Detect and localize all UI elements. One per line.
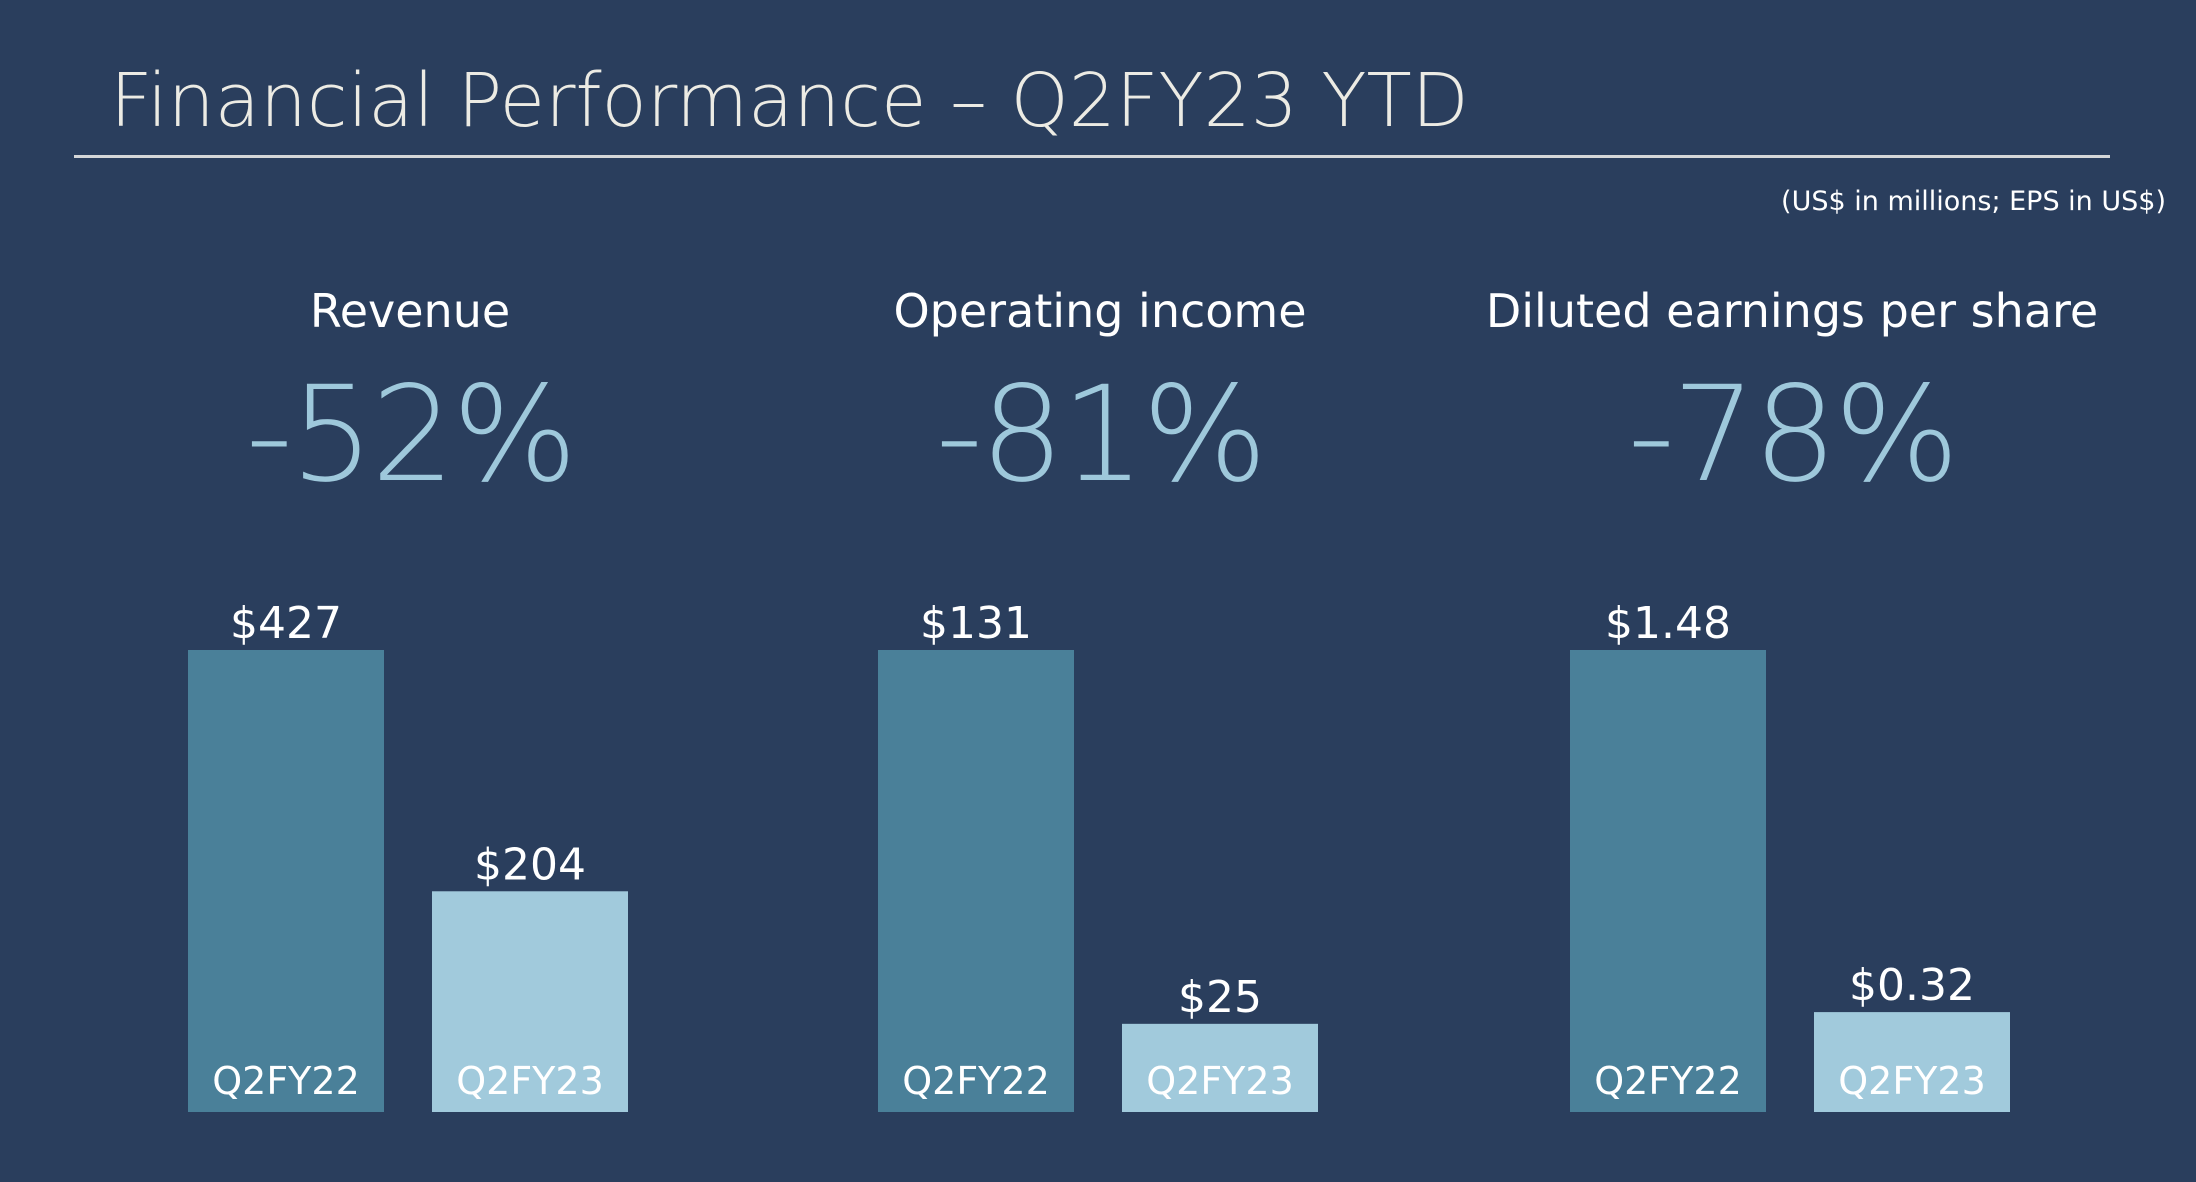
revenue-value-label-q2fy22: $427 [230,598,342,649]
panel-operating-income: $131 Q2FY22 $25 Q2FY23 Operating income -81… [750,270,1450,1170]
panel-change-diluted-eps: -78% [1627,358,1959,512]
panel-change-operating-income: -81% [935,358,1267,512]
operating-income-category-label-q2fy23: Q2FY23 [1146,1059,1294,1103]
revenue-category-label-q2fy22: Q2FY22 [212,1059,360,1103]
panel-change-revenue: -52% [245,358,577,512]
diluted-eps-category-label-q2fy22: Q2FY22 [1594,1059,1742,1103]
diluted-eps-chart: $1.48 Q2FY22 $0.32 Q2FY23 [1570,598,2010,1112]
panel-diluted-eps: $1.48 Q2FY22 $0.32 Q2FY23 Diluted earnings … [1442,270,2142,1170]
panel-label-revenue: Revenue [309,284,511,338]
diluted-eps-bar-q2fy23 [1814,1012,2010,1112]
title-divider [74,155,2110,158]
operating-income-category-label-q2fy22: Q2FY22 [902,1059,1050,1103]
revenue-bar-q2fy23 [432,891,628,1112]
operating-income-chart: $131 Q2FY22 $25 Q2FY23 [878,598,1318,1112]
revenue-value-label-q2fy23: $204 [474,839,586,890]
operating-income-value-label-q2fy22: $131 [920,598,1032,649]
revenue-category-label-q2fy23: Q2FY23 [456,1059,604,1103]
panel-label-operating-income: Operating income [893,284,1307,338]
revenue-bar-q2fy22 [188,650,384,1112]
units-note: (US$ in millions; EPS in US$) [1781,186,2166,217]
diluted-eps-value-label-q2fy23: $0.32 [1849,960,1975,1011]
panel-revenue: $427 Q2FY22 $204 Q2FY23 Revenue -52% [60,270,760,1170]
diluted-eps-category-label-q2fy23: Q2FY23 [1838,1059,1986,1103]
diluted-eps-bar-q2fy22 [1570,650,1766,1112]
operating-income-bar-q2fy23 [1122,1023,1318,1112]
panel-label-diluted-eps: Diluted earnings per share [1485,284,2099,338]
operating-income-value-label-q2fy23: $25 [1178,972,1262,1023]
operating-income-bar-q2fy22 [878,650,1074,1112]
revenue-chart: $427 Q2FY22 $204 Q2FY23 [188,598,628,1112]
diluted-eps-value-label-q2fy22: $1.48 [1605,598,1731,649]
page-title: Financial Performance – Q2FY23 YTD [110,58,1469,144]
